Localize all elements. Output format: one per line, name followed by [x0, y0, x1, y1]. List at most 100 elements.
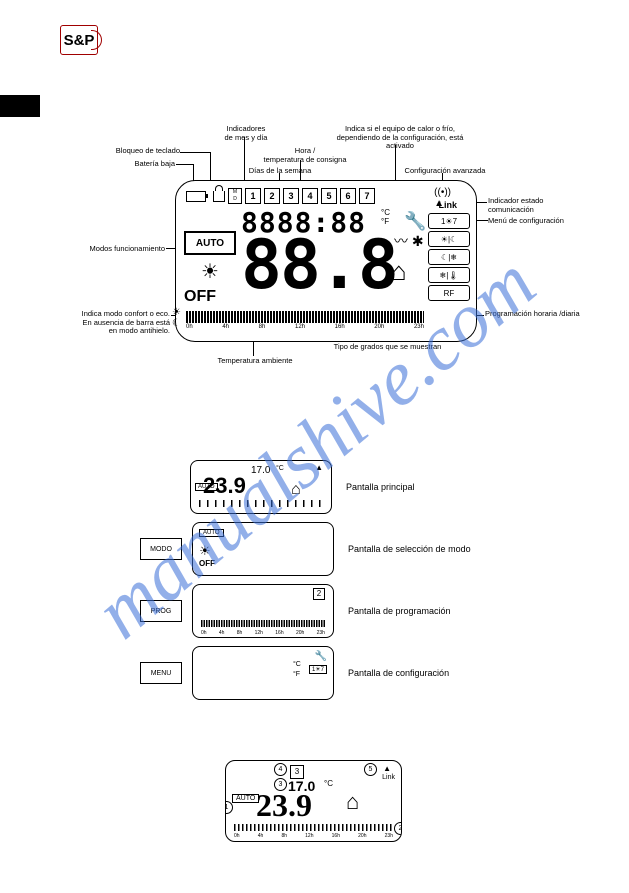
h20: 20h: [358, 833, 366, 839]
h20: 20h: [296, 630, 304, 636]
degree-units: °C°F: [381, 208, 390, 226]
row-prog: PROG 2 0h 4h 8h 12h 16h 20h 23h Pantalla…: [140, 584, 500, 638]
h12: 12h: [305, 833, 313, 839]
sun-icon: ☀: [199, 543, 211, 559]
menu-item-mini: 1☀7: [309, 665, 327, 674]
callout-comfort-eco: Indica modo confort o eco.En ausencia de…: [55, 310, 170, 336]
day-4: 4: [302, 188, 318, 204]
callout-tipo-grados: Tipo de grados que se muestran: [320, 343, 455, 352]
lcd-screen: MD 1 2 3 4 5 6 7 8888:88 °C°F 🔧 ((•))▲ L…: [175, 180, 477, 342]
link-label: Link: [438, 200, 457, 210]
circle-4: 4: [274, 763, 287, 776]
h0: 0h: [234, 833, 240, 839]
callout-menu-conf: Menú de configuración: [488, 217, 578, 226]
fig3-c: °C: [324, 779, 333, 788]
h16: 16h: [275, 630, 283, 636]
house-icon: ⌂: [291, 481, 301, 499]
fig3-hours: 0h 4h 8h 12h 16h 20h 23h: [234, 833, 393, 839]
lock-icon: [213, 191, 225, 202]
screens-overview: ▲ 17.0 °C AUTO 23.9 ⌂ Pantalla principal…: [140, 460, 500, 720]
hour-20: 20h: [374, 324, 384, 330]
brand-logo: S&P: [60, 25, 98, 55]
mini-c2: °C: [293, 661, 301, 668]
wrench-icon: 🔧: [315, 651, 327, 662]
h23: 23h: [385, 833, 393, 839]
callout-indicador-com: Indicador estadocomunicación: [488, 197, 568, 214]
h4: 4h: [219, 630, 225, 636]
mini-bars: [201, 620, 325, 627]
day-1: 1: [245, 188, 261, 204]
lcd-top-row: MD 1 2 3 4 5 6 7: [186, 187, 421, 205]
antenna-icon: ▲: [315, 463, 323, 472]
callout-bateria: Batería baja: [120, 160, 175, 169]
callout-hora: Hora /temperatura de consigna: [250, 147, 360, 164]
hour-23: 23h: [414, 324, 424, 330]
mini-hours: 0h 4h 8h 12h 16h 20h 23h: [201, 630, 325, 636]
mini-c: °C: [276, 465, 284, 472]
prog-button: PROG: [140, 600, 182, 622]
mini-auto: AUTO: [199, 529, 224, 537]
mini-temp: 23.9: [203, 473, 246, 499]
h4: 4h: [258, 833, 264, 839]
mini-f2: °F: [293, 671, 300, 678]
h16: 16h: [332, 833, 340, 839]
off-indicator: OFF: [184, 288, 236, 306]
mini-off: OFF: [199, 559, 215, 568]
h23: 23h: [317, 630, 325, 636]
h8: 8h: [237, 630, 243, 636]
label-config: Pantalla de configuración: [348, 668, 449, 678]
callout-temp-amb: Temperatura ambiente: [200, 357, 310, 366]
fig3-bars: [234, 824, 393, 831]
callout-indicadores: Indicadoresde mes y día: [206, 125, 286, 142]
label-modo: Pantalla de selección de modo: [348, 544, 471, 554]
row-config: MENU °C °F 🔧 1☀7 Pantalla de configuraci…: [140, 646, 500, 700]
circle-3: 3: [274, 778, 287, 791]
h0: 0h: [201, 630, 207, 636]
menu-item-2: ☀|☾: [428, 231, 470, 247]
day-2: 2: [264, 188, 280, 204]
ambient-temp-digits: 88.8: [241, 226, 397, 305]
mode-column: AUTO ☀ OFF: [184, 231, 236, 306]
lcd-diagram: Indicadoresde mes y día Indica si el equ…: [60, 125, 570, 370]
antenna-icon: ▲: [383, 764, 391, 773]
row-principal: ▲ 17.0 °C AUTO 23.9 ⌂ Pantalla principal: [140, 460, 500, 514]
mini-bars: [199, 500, 323, 507]
house-icon: ⌂: [346, 789, 359, 815]
heat-snow-icons: 〰 ✱: [394, 231, 424, 251]
menu-column: 1☀7 ☀|☾ ☾|❄ ❄|🌡 RF: [428, 213, 470, 301]
hour-0: 0h: [186, 324, 193, 330]
fig3-day: 3: [290, 765, 304, 779]
house-icon: ⌂: [391, 256, 407, 287]
hour-8: 8h: [259, 324, 266, 330]
mini-day: 2: [313, 588, 325, 600]
comfort-icon: ☀☾: [172, 307, 181, 329]
day-5: 5: [321, 188, 337, 204]
menu-button: MENU: [140, 662, 182, 684]
md-indicator: MD: [228, 188, 242, 204]
h8: 8h: [281, 833, 287, 839]
label-prog: Pantalla de programación: [348, 606, 451, 616]
mini-screen-config: °C °F 🔧 1☀7: [192, 646, 334, 700]
mini-screen-prog: 2 0h 4h 8h 12h 16h 20h 23h: [192, 584, 334, 638]
timeline-bars: [186, 311, 424, 323]
callout-modos: Modos funcionamiento: [55, 245, 165, 254]
callout-prog-horaria: Programación horaria /diaria: [485, 310, 605, 319]
hour-16: 16h: [335, 324, 345, 330]
mini-screen-modo: AUTO ☀ OFF: [192, 522, 334, 576]
menu-item-1: 1☀7: [428, 213, 470, 229]
sun-icon: ☀: [184, 259, 236, 284]
fig3-link: Link: [382, 774, 395, 781]
day-6: 6: [340, 188, 356, 204]
label-principal: Pantalla principal: [346, 482, 415, 492]
menu-item-4: ❄|🌡: [428, 267, 470, 283]
timeline-labels: 0h 4h 8h 12h 16h 20h 23h: [186, 324, 424, 330]
mini-screen-principal: ▲ 17.0 °C AUTO 23.9 ⌂: [190, 460, 332, 514]
circle-5: 5: [364, 763, 377, 776]
day-7: 7: [359, 188, 375, 204]
callout-bloqueo: Bloqueo de teclado: [100, 147, 180, 156]
timeline: 0h 4h 8h 12h 16h 20h 23h: [186, 311, 424, 331]
hour-12: 12h: [295, 324, 305, 330]
language-tab: [0, 95, 40, 117]
auto-indicator: AUTO: [184, 231, 236, 255]
circle-1: 1: [225, 801, 233, 814]
